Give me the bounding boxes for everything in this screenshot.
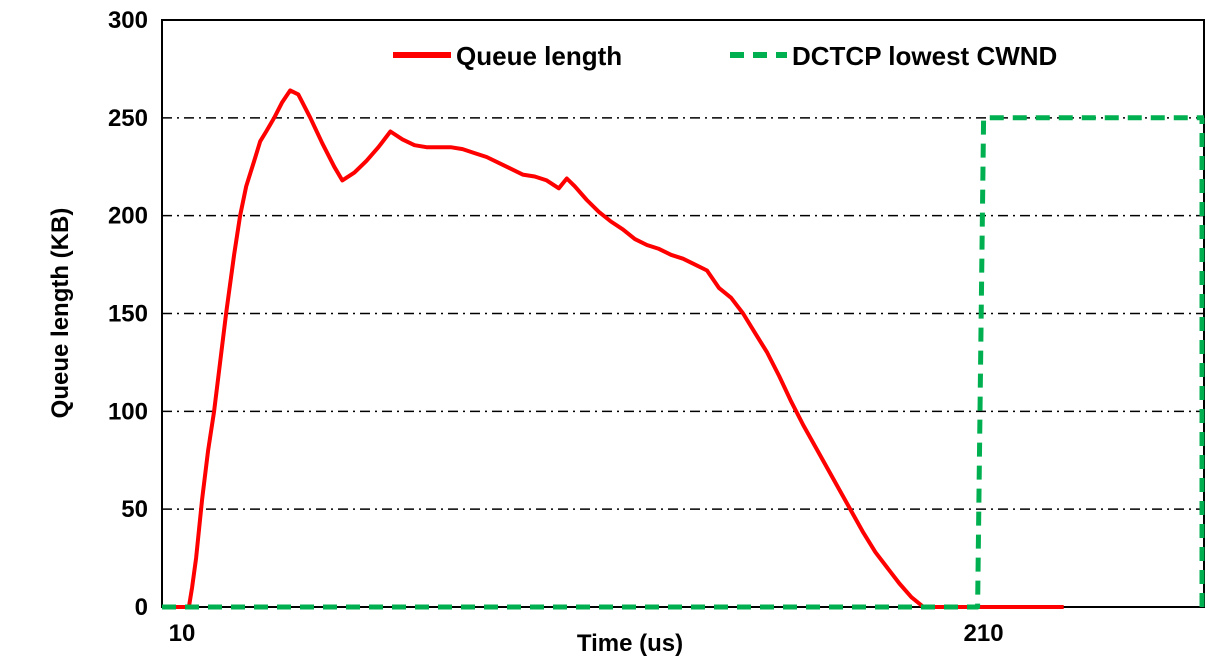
legend-label-dctcp-lowest-cwnd: DCTCP lowest CWND xyxy=(792,41,1057,71)
series-lines xyxy=(162,88,1205,610)
x-axis-label: Time (us) xyxy=(577,630,683,657)
y-tick-label-50: 50 xyxy=(121,496,148,523)
y-tick-label-150: 150 xyxy=(108,301,148,328)
legend-label-queue-length: Queue length xyxy=(456,41,622,71)
tick-labels: 0 50 100 150 200 250 300 10 210 xyxy=(108,7,1004,647)
y-tick-label-250: 250 xyxy=(108,105,148,132)
plot-frame xyxy=(161,19,1205,608)
x-tick-label-10: 10 xyxy=(169,620,196,647)
y-tick-label-100: 100 xyxy=(108,398,148,425)
series-line-queue-length xyxy=(162,88,1064,609)
grid-lines xyxy=(162,117,1204,510)
series-line-dctcp-lowest-cwnd xyxy=(162,115,1204,610)
y-tick-label-0: 0 xyxy=(135,594,148,621)
x-tick-label-210: 210 xyxy=(964,620,1004,647)
y-axis-label: Queue length (KB) xyxy=(47,208,74,419)
y-tick-label-200: 200 xyxy=(108,203,148,230)
legend: Queue length DCTCP lowest CWND xyxy=(393,41,1057,71)
y-tick-label-300: 300 xyxy=(108,7,148,34)
axes xyxy=(161,19,1205,608)
